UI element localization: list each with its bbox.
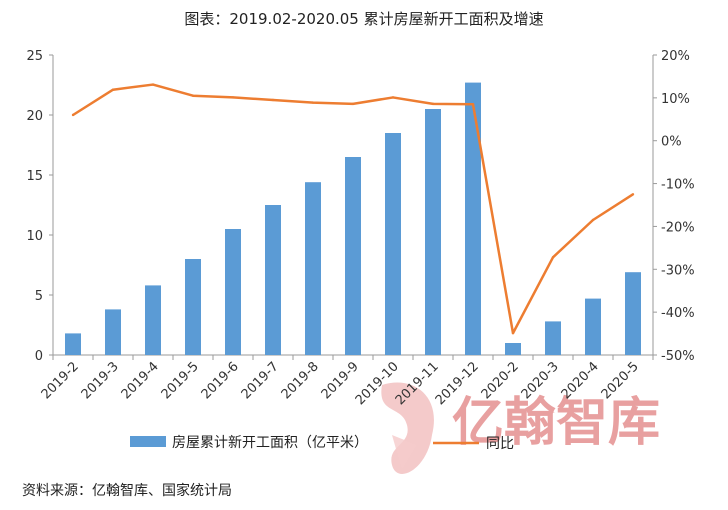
bar <box>145 285 161 355</box>
watermark-text: 亿翰智库 <box>452 393 660 453</box>
line-point <box>271 98 275 102</box>
bar <box>505 343 521 355</box>
y-left-tick-label: 15 <box>26 169 43 184</box>
bar <box>625 272 641 355</box>
bar <box>265 205 281 355</box>
x-tick-label: 2019-7 <box>239 359 282 402</box>
y-right-tick-label: -50% <box>661 349 695 364</box>
line-point <box>431 102 435 106</box>
y-right-tick-label: 0% <box>661 135 682 150</box>
line-point <box>471 103 475 106</box>
bar <box>585 298 601 355</box>
watermark-logo <box>381 382 434 474</box>
chart-title: 图表：2019.02-2020.05 累计房屋新开工面积及增速 <box>184 10 544 28</box>
line-point <box>351 102 355 106</box>
line-point <box>311 101 315 104</box>
legend: 房屋累计新开工面积（亿平米） 同比 <box>130 435 514 452</box>
x-tick-label: 2019-4 <box>119 359 162 402</box>
bar <box>425 109 441 355</box>
x-tick-label: 2019-2 <box>39 359 82 402</box>
line-point <box>631 193 635 196</box>
watermark: 亿翰智库 <box>381 382 660 474</box>
bar <box>185 259 201 355</box>
bar <box>345 157 361 355</box>
x-tick-label: 2019-6 <box>199 359 242 402</box>
y-left-tick-label: 10 <box>26 229 43 244</box>
y-left-tick-label: 5 <box>35 289 43 304</box>
bar <box>465 82 481 355</box>
line-point <box>231 96 235 99</box>
x-tick-label: 2019-5 <box>159 359 202 402</box>
legend-label-bar: 房屋累计新开工面积（亿平米） <box>172 435 368 451</box>
line-point <box>511 331 515 335</box>
line-point <box>191 94 195 97</box>
source-note: 资料来源：亿翰智库、国家统计局 <box>22 483 232 499</box>
bar <box>545 321 561 355</box>
bar <box>225 229 241 355</box>
y-left-tick-label: 0 <box>35 349 43 364</box>
y-left-tick-label: 20 <box>26 109 43 124</box>
bar <box>385 133 401 355</box>
line-point <box>591 218 595 222</box>
y-right-tick-label: -20% <box>661 220 695 235</box>
y-right-tick-label: -10% <box>661 178 695 193</box>
x-tick-label: 2019-3 <box>79 359 122 402</box>
line-series <box>71 83 635 335</box>
bar-series <box>65 82 641 355</box>
legend-swatch-bar <box>130 436 166 447</box>
bar <box>105 309 121 355</box>
legend-label-line: 同比 <box>486 436 514 452</box>
y-left-tick-label: 25 <box>26 49 43 64</box>
line-point <box>111 88 115 91</box>
y-right-tick-label: 20% <box>661 49 690 64</box>
line-point <box>71 113 75 117</box>
line-point <box>151 83 155 86</box>
x-tick-label: 2019-8 <box>279 359 322 402</box>
y-right-tick-label: -40% <box>661 306 695 321</box>
line-point <box>391 96 395 99</box>
bar <box>305 182 321 355</box>
y-right-tick-label: -30% <box>661 263 695 278</box>
y-right-tick-label: 10% <box>661 92 690 107</box>
line-point <box>551 256 555 259</box>
bar <box>65 333 81 355</box>
